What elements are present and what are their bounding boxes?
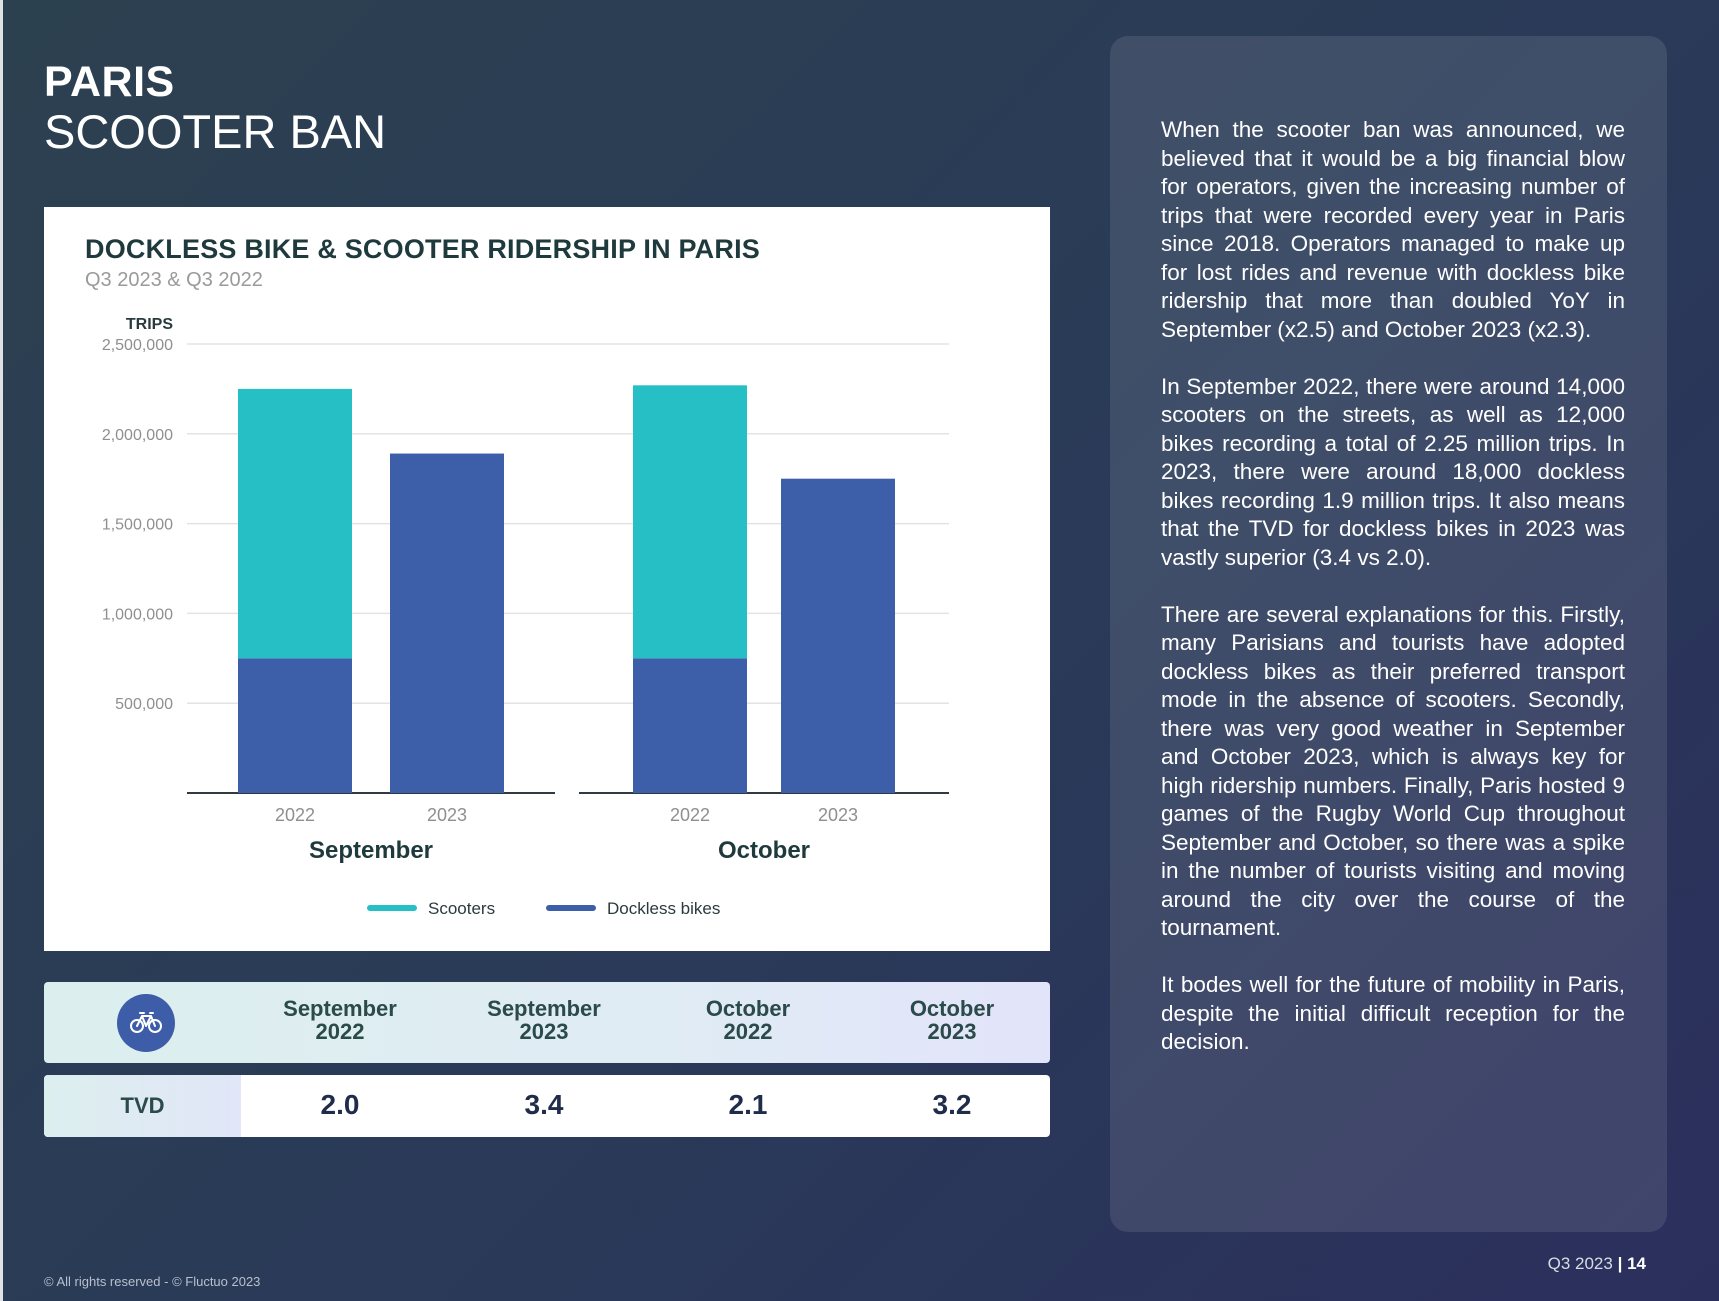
y-tick-label: 2,500,000	[102, 337, 173, 354]
page-footer: Q3 2023 | 14	[1548, 1254, 1646, 1274]
col-head-sep-2023: September 2023	[442, 997, 646, 1043]
page-edge	[0, 0, 3, 1301]
chart-card: DOCKLESS BIKE & SCOOTER RIDERSHIP IN PAR…	[44, 207, 1050, 951]
bar-dockless-bikes	[390, 453, 504, 793]
tvd-label-cell: TVD	[44, 1075, 241, 1137]
x-tick-label: 2023	[427, 805, 467, 825]
tvd-value-sep-2023: 3.4	[524, 1089, 564, 1120]
title-line-2: SCOOTER BAN	[44, 105, 387, 159]
copyright: © All rights reserved - © Fluctuo 2023	[44, 1274, 261, 1289]
tvd-table-row: TVD 2.0 3.4 2.1 3.2	[44, 1075, 1050, 1137]
col-head-year: 2023	[519, 1019, 569, 1045]
col-head-month: October	[705, 996, 791, 1021]
col-head-month: October	[909, 996, 995, 1021]
tvd-value-oct-2022: 2.1	[728, 1089, 768, 1120]
legend-label: Scooters	[428, 899, 495, 918]
title-line-1: PARIS	[44, 58, 175, 106]
commentary-paragraph: There are several explanations for this.…	[1161, 601, 1625, 941]
col-head-year: 2022	[723, 1019, 773, 1045]
page-title: PARIS SCOOTER BAN	[44, 58, 386, 159]
col-head-year: 2022	[315, 1019, 365, 1045]
col-head-sep-2022: September 2022	[238, 997, 442, 1043]
tvd-value-oct-2023: 3.2	[932, 1089, 972, 1120]
col-head-oct-2022: October 2022	[646, 997, 850, 1043]
bar-scooters	[633, 385, 747, 659]
commentary-panel: When the scooter ban was announced, we b…	[1110, 36, 1667, 1232]
y-tick-label: 500,000	[115, 696, 173, 713]
report-period: Q3 2023	[1547, 1254, 1613, 1273]
col-head-month: September	[487, 996, 601, 1021]
commentary-paragraph: It bodes well for the future of mobility…	[1161, 972, 1625, 1054]
bike-icon-badge	[117, 994, 175, 1052]
commentary-paragraph: In September 2022, there were around 14,…	[1161, 373, 1625, 570]
tvd-table-header: September 2022 September 2023 October 20…	[44, 982, 1050, 1063]
bar-dockless-bikes	[238, 658, 352, 793]
x-tick-label: 2022	[670, 805, 710, 825]
bike-icon	[130, 1012, 162, 1033]
page-number-sep: |	[1617, 1254, 1628, 1273]
tvd-value-sep-2022: 2.0	[320, 1089, 360, 1120]
bar-scooters	[238, 388, 352, 659]
bar-dockless-bikes	[633, 658, 747, 793]
ridership-chart: 500,000 1,000,000 1,500,000 2,000,000 2,500,…	[102, 316, 949, 918]
page-number: 14	[1627, 1254, 1646, 1273]
col-head-year: 2023	[927, 1019, 977, 1045]
x-group-label: October	[718, 837, 810, 864]
y-tick-label: 1,500,000	[102, 517, 173, 534]
x-tick-label: 2022	[275, 805, 315, 825]
chart-title: DOCKLESS BIKE & SCOOTER RIDERSHIP IN PAR…	[85, 234, 760, 264]
col-head-oct-2023: October 2023	[850, 997, 1054, 1043]
y-tick-label: 1,000,000	[102, 606, 173, 623]
tvd-label: TVD	[120, 1093, 165, 1118]
chart-subtitle: Q3 2023 & Q3 2022	[85, 269, 263, 291]
bar-dockless-bikes	[781, 478, 895, 793]
commentary-paragraph: When the scooter ban was announced, we b…	[1161, 117, 1625, 342]
x-tick-label: 2023	[818, 805, 858, 825]
x-group-label: September	[309, 837, 433, 864]
y-tick-label: 2,000,000	[102, 427, 173, 444]
col-head-month: September	[283, 996, 397, 1021]
legend-label: Dockless bikes	[607, 899, 720, 918]
y-axis-label: TRIPS	[126, 316, 173, 333]
